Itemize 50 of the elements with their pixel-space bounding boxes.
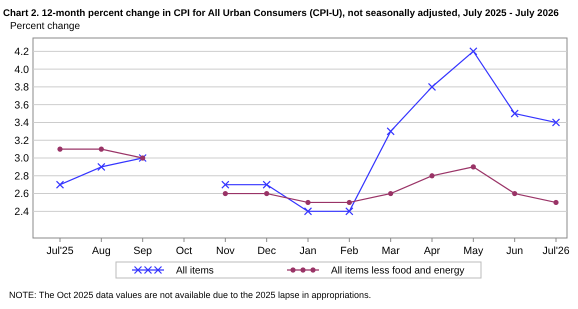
point (57, 146, 63, 152)
point (510, 109, 519, 118)
point (346, 200, 352, 206)
x-tick-label: Aug (92, 245, 111, 257)
y-tick-label: 2.8 (14, 170, 30, 182)
y-tick-label: 2.4 (14, 206, 30, 218)
y-tick-label: 3.2 (14, 134, 30, 147)
y-tick-label: 4.2 (14, 46, 30, 58)
x-tick-label: May (463, 245, 484, 257)
x-tick-label: Sep (133, 245, 152, 257)
x-tick-label: Mar (382, 245, 400, 257)
x-tick-label: Feb (340, 245, 359, 257)
point (345, 207, 354, 216)
point (304, 207, 312, 216)
point (221, 180, 230, 189)
point (262, 180, 271, 189)
point (264, 190, 270, 196)
point (97, 162, 106, 171)
x-tick-label: Dec (257, 245, 276, 257)
point (470, 164, 476, 170)
point (429, 173, 435, 178)
x-tick-label: Jun (506, 245, 524, 257)
point (388, 190, 394, 196)
chart-title: Chart 2. 12-month percent change in CPI for All Urban Consumers (CPI-U), not seasonally adjusted, July 2025 - July 2026 (3, 8, 560, 19)
point (428, 82, 436, 91)
point (98, 146, 104, 152)
y-tick-label: 3.0 (14, 152, 30, 165)
point (305, 200, 311, 206)
x-tick-label: Oct (176, 245, 192, 257)
x-tick-label: Jan (300, 245, 317, 257)
point (512, 190, 518, 196)
y-tick-label: 3.8 (14, 82, 30, 94)
point (386, 127, 395, 136)
y-tick-label: 2.6 (14, 188, 30, 200)
text: NOTE: The Oct 2025 data values are not available due to the 2025 lapse in appropriations. (9, 290, 372, 300)
point (552, 118, 560, 127)
x-tick-label: Nov (216, 245, 236, 257)
x-tick-label: Apr (424, 245, 441, 257)
point (553, 200, 559, 206)
point (222, 190, 228, 196)
x-tick-label: Jul'26 (542, 245, 570, 257)
y-tick-label: 4.0 (14, 64, 30, 76)
point (469, 47, 478, 56)
legend-label: All items less food and energy (331, 266, 464, 276)
point (56, 180, 64, 189)
legend-label: All items (176, 266, 214, 276)
y-tick-label: 3.6 (14, 99, 30, 112)
x-tick-label: Jul'25 (46, 245, 74, 257)
y-tick-label: 3.4 (14, 117, 30, 130)
chart-subtitle: Percent change (10, 21, 80, 32)
